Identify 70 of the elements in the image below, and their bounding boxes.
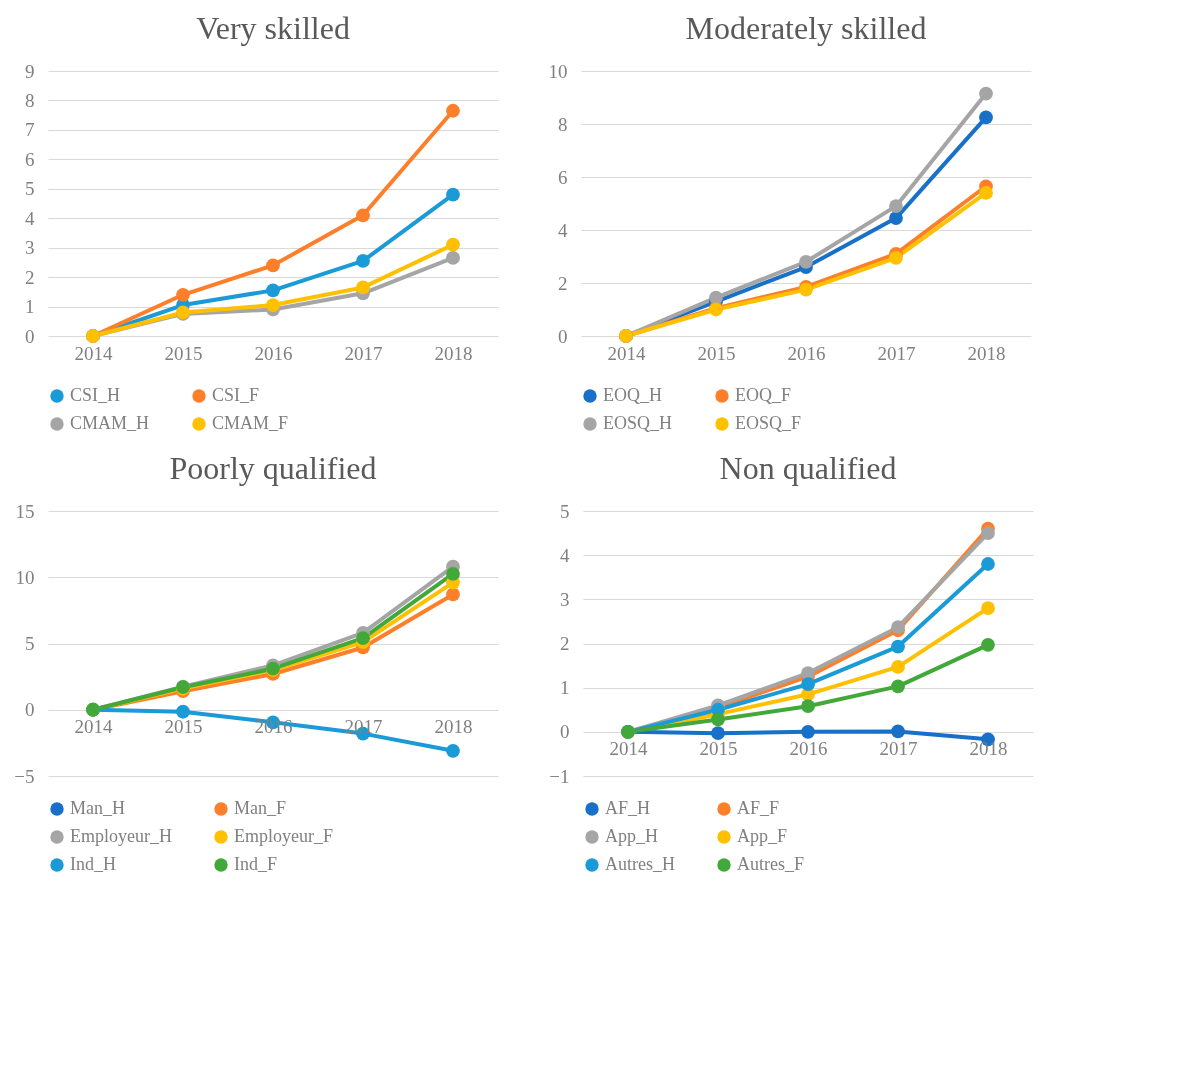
- x-tick-label: 2017: [877, 342, 916, 364]
- legend-label: CMAM_H: [70, 413, 150, 433]
- y-tick-label: 0: [25, 699, 35, 721]
- y-tick-label: 15: [15, 500, 35, 522]
- y-tick-label: 2: [25, 266, 35, 288]
- legend-label: Ind_F: [234, 854, 278, 874]
- legend-label: CSI_H: [70, 385, 121, 405]
- legend-label: EOSQ_H: [603, 413, 673, 433]
- y-tick-label: 7: [25, 119, 35, 141]
- y-tick-label: 0: [25, 325, 35, 347]
- x-tick-label: 2015: [699, 738, 738, 760]
- y-tick-label: 8: [25, 89, 35, 111]
- x-tick-label: 2015: [164, 342, 203, 364]
- legend-label: CSI_F: [212, 385, 260, 405]
- y-tick-label: −5: [14, 765, 35, 787]
- y-tick-label: 4: [25, 207, 35, 229]
- x-tick-label: 2018: [969, 738, 1008, 760]
- y-tick-label: 0: [560, 721, 570, 743]
- y-tick-label: 4: [560, 544, 570, 566]
- x-tick-label: 2015: [164, 716, 203, 738]
- legend-label: Employeur_F: [234, 826, 333, 846]
- chart-title: Very skilled: [196, 10, 350, 46]
- y-tick-label: 9: [25, 60, 35, 82]
- x-tick-label: 2016: [254, 342, 293, 364]
- legend-label: EOSQ_F: [735, 413, 802, 433]
- x-tick-label: 2018: [434, 716, 473, 738]
- y-tick-label: 2: [558, 272, 568, 294]
- chart-title: Poorly qualified: [169, 450, 377, 486]
- y-tick-label: 4: [558, 219, 568, 241]
- x-tick-label: 2014: [74, 342, 113, 364]
- chart-title: Moderately skilled: [685, 10, 927, 46]
- legend-label: EOQ_H: [603, 385, 662, 405]
- y-tick-label: 5: [560, 500, 570, 522]
- y-tick-label: 10: [15, 566, 35, 588]
- x-tick-label: 2018: [434, 342, 473, 364]
- y-tick-label: 1: [25, 296, 35, 318]
- x-tick-label: 2017: [879, 738, 918, 760]
- y-tick-label: 8: [558, 113, 568, 135]
- y-tick-label: 0: [558, 325, 568, 347]
- legend-label: Ind_H: [70, 854, 116, 874]
- x-tick-label: 2014: [607, 342, 646, 364]
- y-tick-label: 3: [560, 588, 570, 610]
- y-tick-label: 5: [25, 178, 35, 200]
- legend-label: App_F: [737, 826, 788, 846]
- x-tick-label: 2015: [697, 342, 736, 364]
- legend-label: AF_H: [605, 798, 651, 818]
- legend-label: Man_H: [70, 798, 125, 818]
- legend-label: App_H: [605, 826, 658, 846]
- legend-label: EOQ_F: [735, 385, 792, 405]
- legend-label: Autres_F: [737, 854, 804, 874]
- y-tick-label: 1: [560, 677, 570, 699]
- x-tick-label: 2016: [787, 342, 826, 364]
- y-tick-label: −1: [549, 765, 570, 787]
- x-tick-label: 2016: [789, 738, 828, 760]
- y-tick-label: 6: [558, 166, 568, 188]
- y-tick-label: 10: [548, 60, 568, 82]
- y-tick-label: 2: [560, 633, 570, 654]
- y-tick-label: 6: [25, 148, 35, 170]
- x-tick-label: 2017: [344, 342, 383, 364]
- x-tick-label: 2014: [74, 716, 113, 738]
- legend-label: Autres_H: [605, 854, 675, 874]
- y-tick-label: 3: [25, 237, 35, 259]
- y-tick-label: 5: [25, 633, 35, 654]
- legend-label: AF_F: [737, 798, 780, 818]
- legend-label: Employeur_H: [70, 826, 172, 846]
- legend-label: CMAM_F: [212, 413, 289, 433]
- x-tick-label: 2018: [967, 342, 1006, 364]
- x-tick-label: 2014: [609, 738, 648, 760]
- legend-label: Man_F: [234, 798, 287, 818]
- chart-title: Non qualified: [719, 450, 897, 486]
